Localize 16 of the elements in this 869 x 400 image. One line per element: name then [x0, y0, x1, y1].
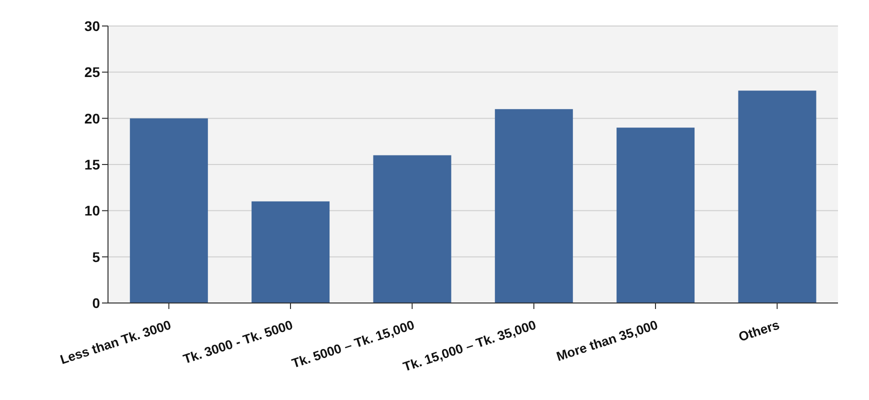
bar — [738, 90, 816, 303]
bar — [130, 118, 208, 303]
y-tick-label: 10 — [84, 202, 100, 219]
bar — [252, 201, 330, 303]
y-tick-label: 25 — [84, 64, 100, 80]
y-tick-label: 5 — [92, 248, 100, 265]
x-tick-label: More than 35,000 — [554, 317, 660, 364]
bar — [616, 128, 695, 303]
bar — [494, 109, 573, 303]
y-tick-label: 15 — [84, 156, 100, 172]
x-tick-label: Less than Tk. 3000 — [58, 317, 173, 368]
y-tick-label: 30 — [84, 18, 100, 34]
bar — [373, 155, 452, 303]
x-tick-label: Others — [736, 317, 782, 344]
y-tick-label: 20 — [84, 110, 100, 126]
y-tick-label: 0 — [92, 294, 100, 311]
